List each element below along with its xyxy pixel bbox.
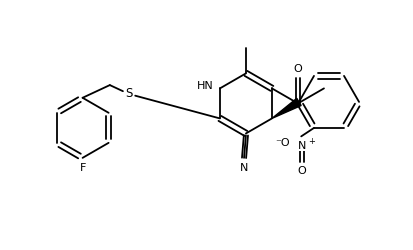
Text: HN: HN [197, 80, 214, 90]
Text: N: N [240, 164, 248, 173]
Text: ⁻O: ⁻O [275, 138, 290, 148]
Text: N: N [298, 141, 306, 151]
Text: O: O [294, 64, 302, 74]
Text: O: O [298, 166, 306, 176]
Text: S: S [125, 88, 133, 101]
Polygon shape [272, 98, 301, 118]
Text: F: F [79, 164, 86, 173]
Text: +: + [308, 136, 315, 145]
